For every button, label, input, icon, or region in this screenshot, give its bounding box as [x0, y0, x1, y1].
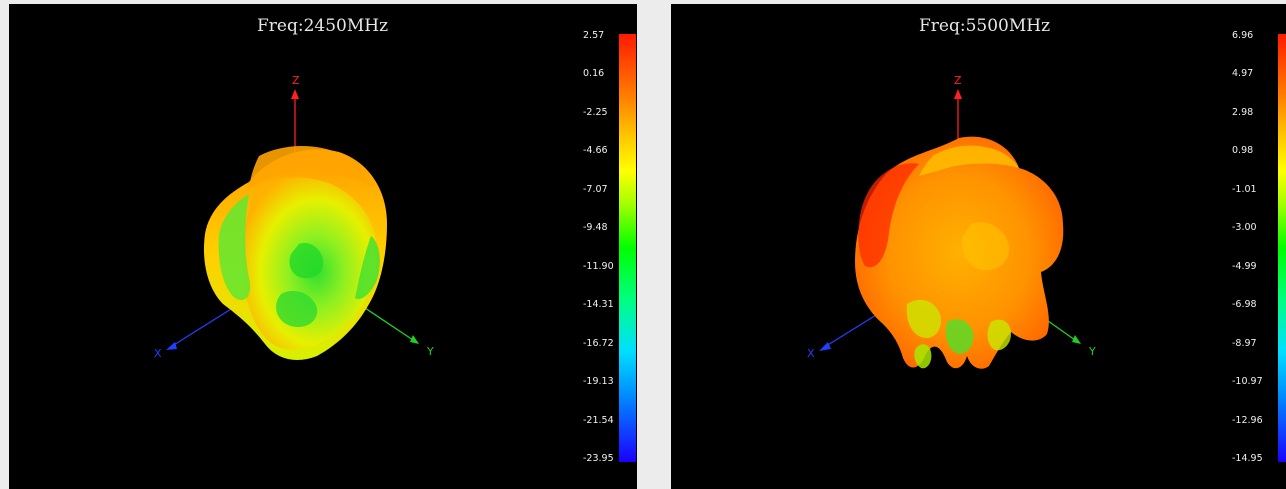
- colorbar-tick: 2.98: [1232, 107, 1254, 118]
- colorbar-tick: 0.16: [583, 68, 605, 79]
- colorbar-tick: -6.98: [1232, 299, 1257, 310]
- z-axis-label: Z: [954, 74, 962, 87]
- colorbar-tick: -14.95: [1232, 453, 1263, 464]
- y-axis-arrow: [410, 335, 419, 344]
- colorbar-tick: -16.72: [583, 338, 614, 349]
- frequency-title: Freq:2450MHz: [257, 16, 389, 36]
- colorbar-tick: -23.95: [583, 453, 614, 464]
- x-axis-label: X: [807, 347, 815, 360]
- colorbar-tick: -8.97: [1232, 338, 1257, 349]
- colorbar-tick: -14.31: [583, 299, 614, 310]
- colorbar-tick: 2.57: [583, 30, 605, 41]
- y-axis-line: [358, 303, 414, 341]
- z-axis-arrow: [291, 89, 299, 99]
- colorbar-tick: -10.97: [1232, 376, 1263, 387]
- colorbar-tick: -1.01: [1232, 184, 1257, 195]
- gain-colorbar: [1278, 34, 1286, 462]
- gain-colorbar: [619, 34, 636, 462]
- colorbar-tick: -4.99: [1232, 261, 1257, 272]
- colorbar-tick: 0.98: [1232, 145, 1254, 156]
- x-axis-label: X: [154, 347, 162, 360]
- colorbar-tick: -3.00: [1232, 222, 1257, 233]
- colorbar-tick: 4.97: [1232, 68, 1254, 79]
- x-axis-arrow: [166, 342, 177, 350]
- y-axis-arrow: [1072, 335, 1081, 344]
- radiation-pattern-panel-5500: Z X Y Freq:5500MHz 6.96 4.97 2.98 0.98 -…: [671, 4, 1286, 489]
- x-axis-line: [168, 303, 240, 349]
- colorbar-tick: 6.96: [1232, 30, 1254, 41]
- colorbar-tick: -4.66: [583, 145, 608, 156]
- 3d-pattern-view[interactable]: Z X Y: [9, 4, 637, 489]
- radiation-pattern-surface: [203, 145, 387, 360]
- y-axis-label: Y: [1088, 345, 1096, 358]
- x-axis-arrow: [819, 342, 831, 351]
- 3d-pattern-view[interactable]: Z X Y: [671, 4, 1286, 489]
- colorbar-tick: -2.25: [583, 107, 608, 118]
- radiation-pattern-panel-2450: Z X Y Freq:2450MHz 2.57 0.16 -2.25 -4.66…: [9, 4, 637, 489]
- colorbar-tick: -7.07: [583, 184, 608, 195]
- frequency-title: Freq:5500MHz: [919, 16, 1051, 36]
- y-axis-label: Y: [426, 345, 434, 358]
- colorbar-tick: -19.13: [583, 376, 614, 387]
- colorbar-tick: -11.90: [583, 261, 614, 272]
- x-axis-line: [822, 311, 882, 349]
- radiation-pattern-surface: [855, 136, 1064, 369]
- z-axis-label: Z: [292, 74, 300, 87]
- colorbar-tick: -21.54: [583, 415, 614, 426]
- z-axis-arrow: [954, 89, 962, 99]
- colorbar-tick: -9.48: [583, 222, 608, 233]
- colorbar-tick: -12.96: [1232, 415, 1263, 426]
